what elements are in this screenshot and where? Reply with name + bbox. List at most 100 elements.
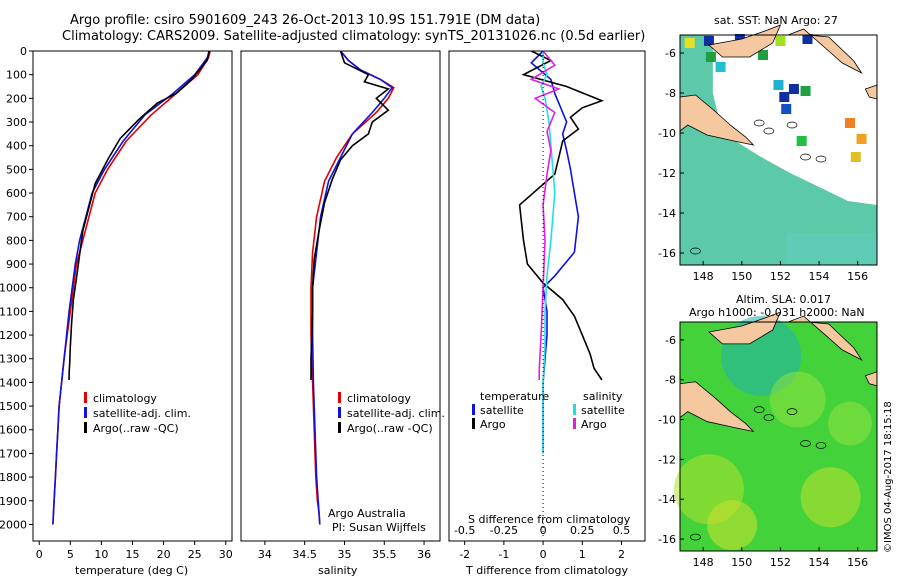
sst-pixel <box>773 80 784 90</box>
x-tick-label: 35.5 <box>372 548 397 561</box>
plot-frame <box>240 50 441 542</box>
map-y-tick-label: -8 <box>665 374 676 387</box>
island-outline <box>763 414 775 421</box>
sst-pixel <box>788 84 799 94</box>
x-top-tick-label: -0.25 <box>490 524 518 537</box>
legend-item-satellite: satellite-adj. clim. <box>338 406 445 421</box>
map-y-tick-label: -8 <box>665 87 676 100</box>
y-tick-label: 200 <box>6 92 27 105</box>
series-line-satellite-adj-clim- <box>52 50 211 525</box>
x-tick-label: 30 <box>219 548 233 561</box>
island-outline <box>815 155 827 163</box>
series-line-salinity-argo <box>529 50 562 380</box>
map-frame <box>679 34 878 266</box>
x-tick-label: 10 <box>94 548 108 561</box>
x-tick-label: 25 <box>188 548 202 561</box>
land-new-britain <box>708 311 782 345</box>
y-tick-label: 400 <box>6 140 27 153</box>
difference-xlabel-bottom: T difference from climatology <box>466 564 628 577</box>
y-tick-label: 1400 <box>0 376 27 389</box>
island-outline <box>763 127 775 135</box>
legend-temperature-title: temperature <box>480 390 550 403</box>
map-x-tick-label: 150 <box>731 270 752 283</box>
x-tick-label: 34 <box>258 548 272 561</box>
legend-salinity-title: salinity <box>583 390 623 403</box>
x-tick-label: 1 <box>579 548 586 561</box>
island-outline <box>753 119 765 127</box>
y-tick-label: 600 <box>6 187 27 200</box>
map-y-tick-label: -10 <box>658 414 676 427</box>
salinity-xlabel: salinity <box>318 564 358 577</box>
y-tick-label: 1900 <box>0 495 27 508</box>
y-tick-label: 1800 <box>0 471 27 484</box>
sst-pixel <box>715 62 726 72</box>
sst-pixel <box>796 136 807 146</box>
y-tick-label: 1500 <box>0 400 27 413</box>
y-tick-label: 500 <box>6 163 27 176</box>
legend-item-climatology: climatology <box>338 391 445 406</box>
x-tick-label: 5 <box>67 548 74 561</box>
sst-pixel <box>850 152 861 162</box>
map-x-tick-label: 156 <box>847 556 868 569</box>
sst-pixel <box>775 36 786 46</box>
y-tick-label: 1200 <box>0 329 27 342</box>
sst-pixel <box>703 36 714 46</box>
y-tick-label: 100 <box>6 69 27 82</box>
series-line-argo-raw-qc- <box>68 50 210 380</box>
island-outline <box>753 406 765 413</box>
legend-item-argo: Argo(..raw -QC) <box>84 421 191 436</box>
legend-item-temp-argo: Argo <box>472 418 506 432</box>
sst-pixel <box>802 34 813 44</box>
x-tick-label: 35 <box>337 548 351 561</box>
land-new-ireland <box>788 315 863 361</box>
sst-pixel <box>705 52 716 62</box>
x-tick-label: 2 <box>618 548 625 561</box>
salinity-legend: climatology satellite-adj. clim. Argo(..… <box>338 391 445 436</box>
imos-timestamp: ©IMOS 04-Aug-2017 18:15:18 <box>883 401 894 553</box>
x-tick-label: 36 <box>417 548 431 561</box>
legend-item-climatology: climatology <box>84 391 191 406</box>
sla-blob <box>707 500 758 551</box>
y-tick-label: 1700 <box>0 447 27 460</box>
legend-item-sal-argo: Argo <box>573 418 607 432</box>
plot-frame <box>448 50 646 542</box>
x-top-tick-label: 0 <box>540 524 547 537</box>
sst-pixel <box>684 38 695 48</box>
map-x-tick-label: 156 <box>847 270 868 283</box>
header-title-line2: Climatology: CARS2009. Satellite-adjuste… <box>62 29 646 44</box>
x-top-tick-label: -0.5 <box>454 524 475 537</box>
y-tick-label: 700 <box>6 211 27 224</box>
y-tick-label: 1300 <box>0 353 27 366</box>
map-y-tick-label: -12 <box>658 167 676 180</box>
island-outline <box>690 247 701 255</box>
x-tick-label: 34.5 <box>292 548 317 561</box>
temperature-legend: climatology satellite-adj. clim. Argo(..… <box>84 391 191 436</box>
map-y-tick-label: -14 <box>658 207 676 220</box>
y-tick-label: 1600 <box>0 424 27 437</box>
map-frame <box>679 321 878 552</box>
map-x-tick-label: 152 <box>770 556 791 569</box>
sst-pixel <box>800 86 811 96</box>
sla-blob <box>827 401 872 446</box>
y-tick-label: 1000 <box>0 282 27 295</box>
map-y-tick-label: -6 <box>665 334 676 347</box>
header-title-line1: Argo profile: csiro 5901609_243 26-Oct-2… <box>70 13 541 28</box>
y-tick-label: 800 <box>6 234 27 247</box>
series-line-climatology <box>310 50 395 525</box>
series-line-salinity-satellite <box>540 51 556 454</box>
sla-blob <box>769 371 826 428</box>
land-new-britain <box>708 24 782 58</box>
series-line-climatology <box>52 50 211 525</box>
temperature-xlabel: temperature (deg C) <box>75 564 189 577</box>
island-outline <box>800 153 811 161</box>
map-x-tick-label: 150 <box>731 556 752 569</box>
x-tick-label: -2 <box>459 548 470 561</box>
sst-pixel <box>844 118 855 128</box>
map-x-tick-label: 152 <box>770 270 791 283</box>
legend-item-sal-satellite: satellite <box>573 404 625 418</box>
map-y-tick-label: -14 <box>658 493 676 506</box>
x-tick-label: 0 <box>36 548 43 561</box>
island-outline <box>690 533 701 541</box>
map-y-tick-label: -6 <box>665 47 676 60</box>
land-new-guinea <box>679 381 755 433</box>
